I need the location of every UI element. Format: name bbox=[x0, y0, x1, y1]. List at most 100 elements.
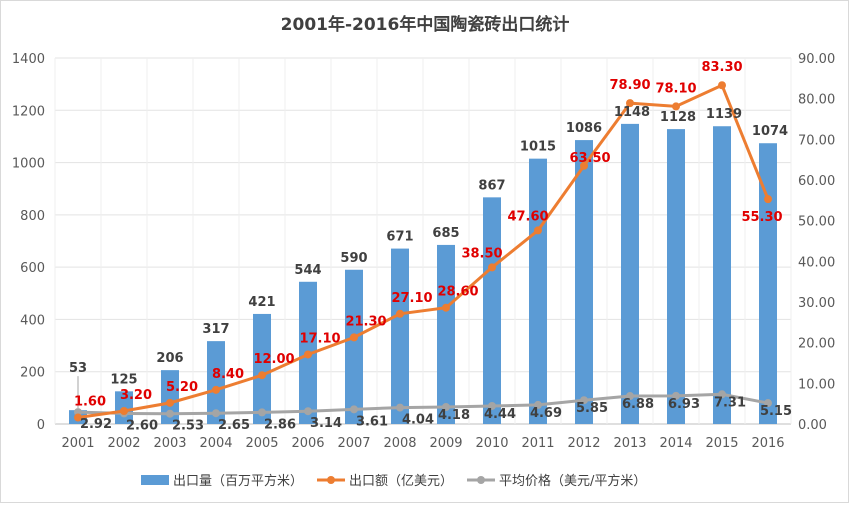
left-axis-tick: 600 bbox=[20, 261, 45, 276]
amount-label: 17.10 bbox=[299, 331, 340, 346]
left-axis-tick: 0 bbox=[37, 418, 45, 433]
price-label: 2.65 bbox=[218, 418, 250, 433]
price-label: 2.92 bbox=[80, 417, 112, 432]
price-label: 3.61 bbox=[356, 414, 388, 429]
amount-point-2004 bbox=[212, 385, 220, 394]
bar-2003 bbox=[161, 370, 179, 424]
price-label: 3.14 bbox=[310, 416, 342, 431]
price-point-2014 bbox=[672, 391, 680, 400]
bar-2013 bbox=[621, 123, 639, 424]
x-axis-tick: 2012 bbox=[567, 436, 600, 451]
amount-point-2001 bbox=[74, 413, 82, 422]
bar-label: 1086 bbox=[566, 121, 602, 136]
price-point-2004 bbox=[212, 409, 220, 418]
price-label: 6.88 bbox=[622, 397, 654, 412]
amount-point-2006 bbox=[304, 350, 312, 359]
left-axis-tick: 400 bbox=[20, 313, 45, 328]
price-point-2009 bbox=[442, 403, 450, 412]
amount-label: 63.50 bbox=[569, 151, 610, 166]
price-point-2003 bbox=[166, 409, 174, 418]
bar-label: 125 bbox=[110, 372, 137, 387]
x-axis-tick: 2002 bbox=[107, 436, 140, 451]
bar-2005 bbox=[253, 313, 271, 424]
legend-label-2: 平均价格（美元/平方米） bbox=[499, 473, 646, 489]
amount-label: 47.60 bbox=[507, 209, 548, 224]
right-axis-tick: 40.00 bbox=[798, 255, 835, 270]
bar-2012 bbox=[575, 140, 593, 425]
x-axis-tick: 2005 bbox=[245, 436, 278, 451]
amount-point-2011 bbox=[534, 226, 542, 235]
amount-point-2014 bbox=[672, 102, 680, 111]
left-axis-tick: 1000 bbox=[12, 157, 45, 172]
x-axis-tick: 2003 bbox=[153, 436, 186, 451]
price-point-2008 bbox=[396, 403, 404, 412]
price-point-2011 bbox=[534, 400, 542, 409]
amount-point-2002 bbox=[120, 406, 128, 415]
price-label: 2.86 bbox=[264, 417, 296, 432]
bar-label: 317 bbox=[202, 322, 229, 337]
bar-label: 53 bbox=[69, 361, 87, 376]
legend-bar-swatch bbox=[141, 475, 169, 485]
amount-label: 38.50 bbox=[461, 246, 502, 261]
price-point-2015 bbox=[718, 390, 726, 399]
amount-line bbox=[77, 83, 770, 419]
amount-label: 1.60 bbox=[74, 394, 106, 409]
right-axis-tick: 0.00 bbox=[798, 418, 827, 433]
price-label: 5.15 bbox=[760, 404, 792, 419]
x-axis-tick: 2008 bbox=[383, 436, 416, 451]
amount-point-2008 bbox=[396, 309, 404, 318]
left-axis-tick: 800 bbox=[20, 209, 45, 224]
x-axis-tick: 2007 bbox=[337, 436, 370, 451]
bar-label: 1139 bbox=[706, 107, 742, 122]
amount-point-2005 bbox=[258, 371, 266, 380]
legend-label-1: 出口额（亿美元） bbox=[349, 474, 453, 489]
x-axis-tick: 2016 bbox=[751, 436, 784, 451]
amount-label: 12.00 bbox=[253, 352, 294, 367]
x-axis-tick: 2006 bbox=[291, 436, 324, 451]
amount-label: 8.40 bbox=[212, 367, 244, 382]
bar-label: 590 bbox=[340, 251, 367, 266]
amount-label: 5.20 bbox=[166, 380, 198, 395]
bar-2010 bbox=[483, 197, 501, 424]
price-label: 2.60 bbox=[126, 418, 158, 433]
right-axis-tick: 70.00 bbox=[798, 133, 835, 148]
left-axis-tick: 200 bbox=[20, 366, 45, 381]
amount-label: 3.20 bbox=[120, 388, 152, 403]
price-label: 7.31 bbox=[714, 395, 746, 410]
bar-label: 1074 bbox=[752, 124, 788, 139]
amount-point-2016 bbox=[764, 195, 772, 204]
amount-point-2013 bbox=[626, 99, 634, 108]
bar-2011 bbox=[529, 158, 547, 424]
bar-label: 1015 bbox=[520, 140, 556, 155]
x-axis-tick: 2011 bbox=[521, 436, 554, 451]
x-axis-tick: 2010 bbox=[475, 436, 508, 451]
bar-2009 bbox=[437, 244, 455, 424]
amount-point-2007 bbox=[350, 333, 358, 342]
amount-point-2003 bbox=[166, 398, 174, 407]
bar-label: 421 bbox=[248, 295, 275, 310]
price-label: 5.85 bbox=[576, 401, 608, 416]
x-axis-tick: 2009 bbox=[429, 436, 462, 451]
bar-2014 bbox=[667, 129, 685, 424]
x-axis-tick: 2004 bbox=[199, 436, 232, 451]
bar-label: 206 bbox=[156, 351, 183, 366]
x-axis-tick: 2015 bbox=[705, 436, 738, 451]
legend-label-0: 出口量（百万平方米） bbox=[173, 473, 303, 489]
bar-label: 867 bbox=[478, 178, 505, 193]
price-point-2005 bbox=[258, 408, 266, 417]
right-axis-tick: 90.00 bbox=[798, 52, 835, 67]
amount-label: 78.10 bbox=[655, 81, 696, 96]
bar-label: 1148 bbox=[614, 105, 650, 120]
amount-point-2009 bbox=[442, 303, 450, 312]
price-point-2013 bbox=[626, 392, 634, 401]
right-axis-tick: 10.00 bbox=[798, 377, 835, 392]
price-label: 6.93 bbox=[668, 397, 700, 412]
x-axis-tick: 2014 bbox=[659, 436, 692, 451]
right-axis-tick: 20.00 bbox=[798, 337, 835, 352]
bar-label: 1128 bbox=[660, 110, 696, 125]
x-axis-tick: 2013 bbox=[613, 436, 646, 451]
chart-title: 2001年-2016年中国陶瓷砖出口统计 bbox=[281, 14, 570, 35]
bar-2015 bbox=[713, 126, 731, 425]
price-label: 4.04 bbox=[402, 413, 434, 428]
